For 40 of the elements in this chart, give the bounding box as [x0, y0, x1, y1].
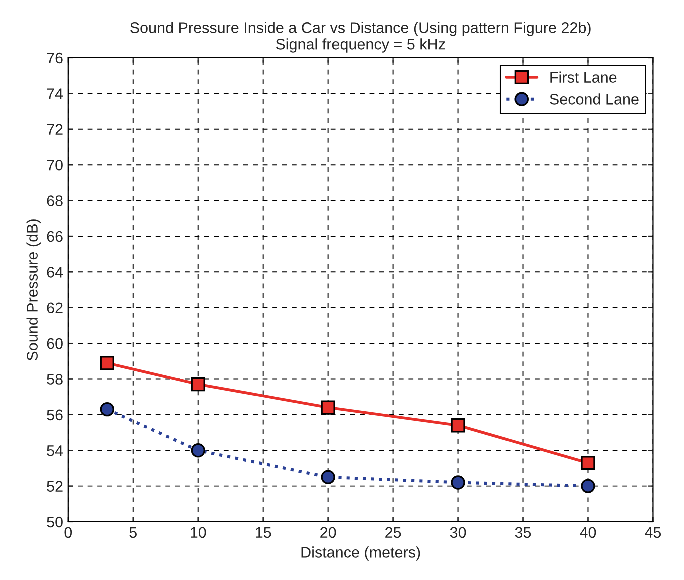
x-tick-label: 30 [450, 527, 466, 538]
point [581, 456, 596, 470]
y-tick-label: 64 [47, 267, 64, 278]
point [321, 470, 336, 484]
point [451, 476, 466, 490]
x-tick-label: 5 [130, 527, 137, 538]
y-tick-label: 68 [47, 196, 63, 206]
point [581, 479, 596, 494]
point [321, 400, 336, 415]
legend-label: First Lane [550, 72, 617, 83]
y-tick-label: 52 [47, 481, 63, 492]
x-tick-label: 20 [320, 527, 336, 538]
y-tick-label: 76 [47, 52, 63, 64]
y-tick-label: 62 [47, 302, 63, 314]
x-tick-label: 45 [645, 527, 662, 538]
y-tick-label: 70 [47, 160, 63, 171]
y-tick-label: 50 [47, 516, 63, 528]
y-tick-label: 58 [47, 374, 63, 385]
point [191, 378, 206, 392]
chart-title: Sound Pressure Inside a Car vs Distance (Using pattern Figure 22b) [130, 22, 591, 36]
y-tick-label: 74 [47, 88, 64, 100]
x-tick-label: 15 [256, 527, 272, 538]
point [100, 356, 114, 370]
y-tick-label: 56 [47, 410, 63, 421]
x-axis-title: Distance (meters) [302, 546, 420, 561]
y-axis-title: Sound Pressure (dB) [26, 220, 41, 361]
point [451, 418, 466, 433]
y-tick-label: 72 [47, 124, 63, 135]
x-tick-label: 35 [515, 527, 532, 538]
chart-subtitle: Signal frequency = 5 kHz [276, 38, 446, 53]
x-tick-label: 10 [191, 527, 206, 538]
y-tick-label: 60 [47, 338, 63, 350]
x-tick-label: 40 [580, 527, 596, 538]
point [191, 444, 206, 458]
legend-label: Second Lane [550, 94, 639, 105]
point [100, 402, 114, 417]
x-tick-label: 25 [386, 527, 402, 538]
y-tick-label: 66 [47, 231, 63, 242]
x-tick-label: 0 [64, 527, 72, 538]
y-tick-label: 54 [47, 446, 64, 456]
